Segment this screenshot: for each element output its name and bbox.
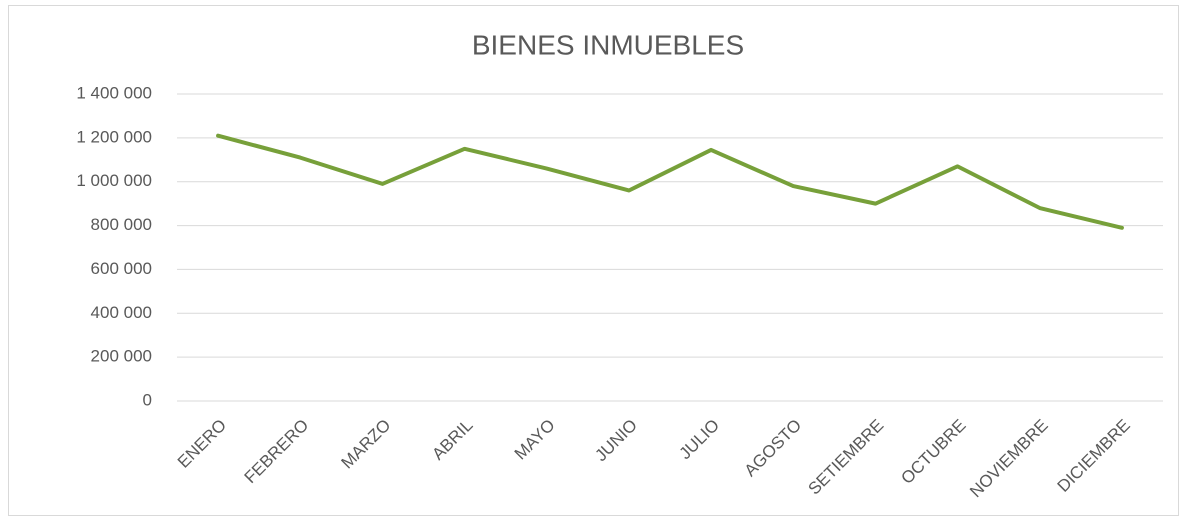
- y-tick-label: 600 000: [91, 259, 152, 278]
- y-tick-label: 1 000 000: [76, 171, 152, 190]
- y-tick-label: 400 000: [91, 303, 152, 322]
- y-tick-label: 800 000: [91, 215, 152, 234]
- y-tick-label: 1 400 000: [76, 83, 152, 102]
- y-tick-label: 200 000: [91, 347, 152, 366]
- y-tick-label: 0: [143, 390, 152, 409]
- chart-title: BIENES INMUEBLES: [472, 29, 744, 60]
- chart-frame: [8, 5, 1179, 516]
- y-tick-label: 1 200 000: [76, 127, 152, 146]
- data-line: [216, 133, 1124, 230]
